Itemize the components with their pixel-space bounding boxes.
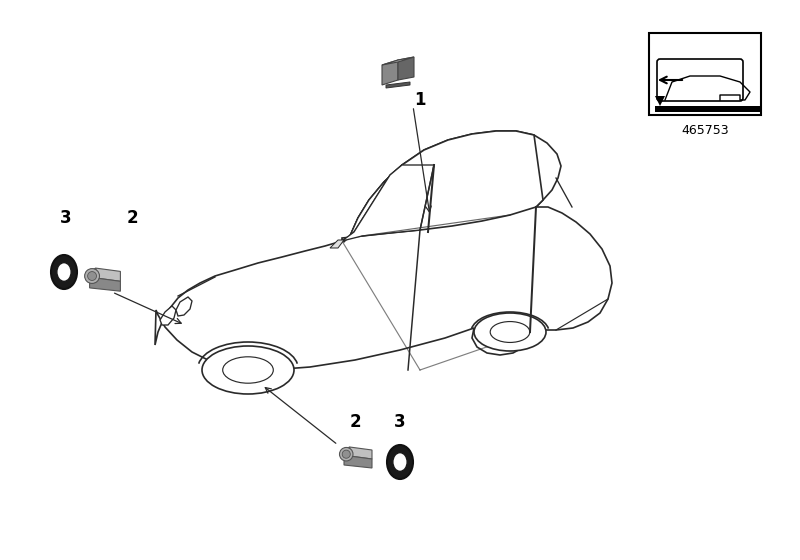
Ellipse shape: [202, 346, 294, 394]
FancyBboxPatch shape: [657, 59, 743, 101]
Text: 3: 3: [60, 209, 72, 227]
Ellipse shape: [474, 313, 546, 351]
Polygon shape: [382, 60, 398, 85]
Polygon shape: [342, 131, 543, 241]
Ellipse shape: [393, 452, 407, 472]
Polygon shape: [398, 57, 414, 80]
Text: 3: 3: [394, 413, 406, 431]
Polygon shape: [655, 96, 665, 106]
Ellipse shape: [51, 255, 77, 289]
Ellipse shape: [85, 269, 99, 283]
Text: 465753: 465753: [681, 124, 729, 137]
Ellipse shape: [88, 272, 97, 281]
Polygon shape: [90, 268, 96, 281]
Polygon shape: [655, 106, 760, 112]
Ellipse shape: [387, 445, 413, 479]
Ellipse shape: [222, 357, 274, 383]
Polygon shape: [90, 278, 121, 291]
Polygon shape: [342, 165, 402, 242]
Polygon shape: [344, 456, 372, 468]
Text: 2: 2: [349, 413, 361, 431]
Text: 1: 1: [414, 91, 426, 109]
Polygon shape: [176, 297, 192, 316]
Polygon shape: [382, 57, 414, 65]
Polygon shape: [330, 240, 344, 248]
Ellipse shape: [339, 447, 353, 461]
Polygon shape: [160, 306, 176, 325]
Polygon shape: [96, 268, 121, 281]
Ellipse shape: [57, 263, 71, 281]
Polygon shape: [342, 165, 434, 241]
Ellipse shape: [342, 450, 350, 458]
FancyBboxPatch shape: [649, 33, 761, 115]
Text: 2: 2: [126, 209, 138, 227]
Polygon shape: [350, 447, 372, 459]
Polygon shape: [155, 131, 612, 370]
Polygon shape: [386, 82, 410, 88]
Polygon shape: [344, 447, 350, 459]
Ellipse shape: [490, 321, 530, 343]
